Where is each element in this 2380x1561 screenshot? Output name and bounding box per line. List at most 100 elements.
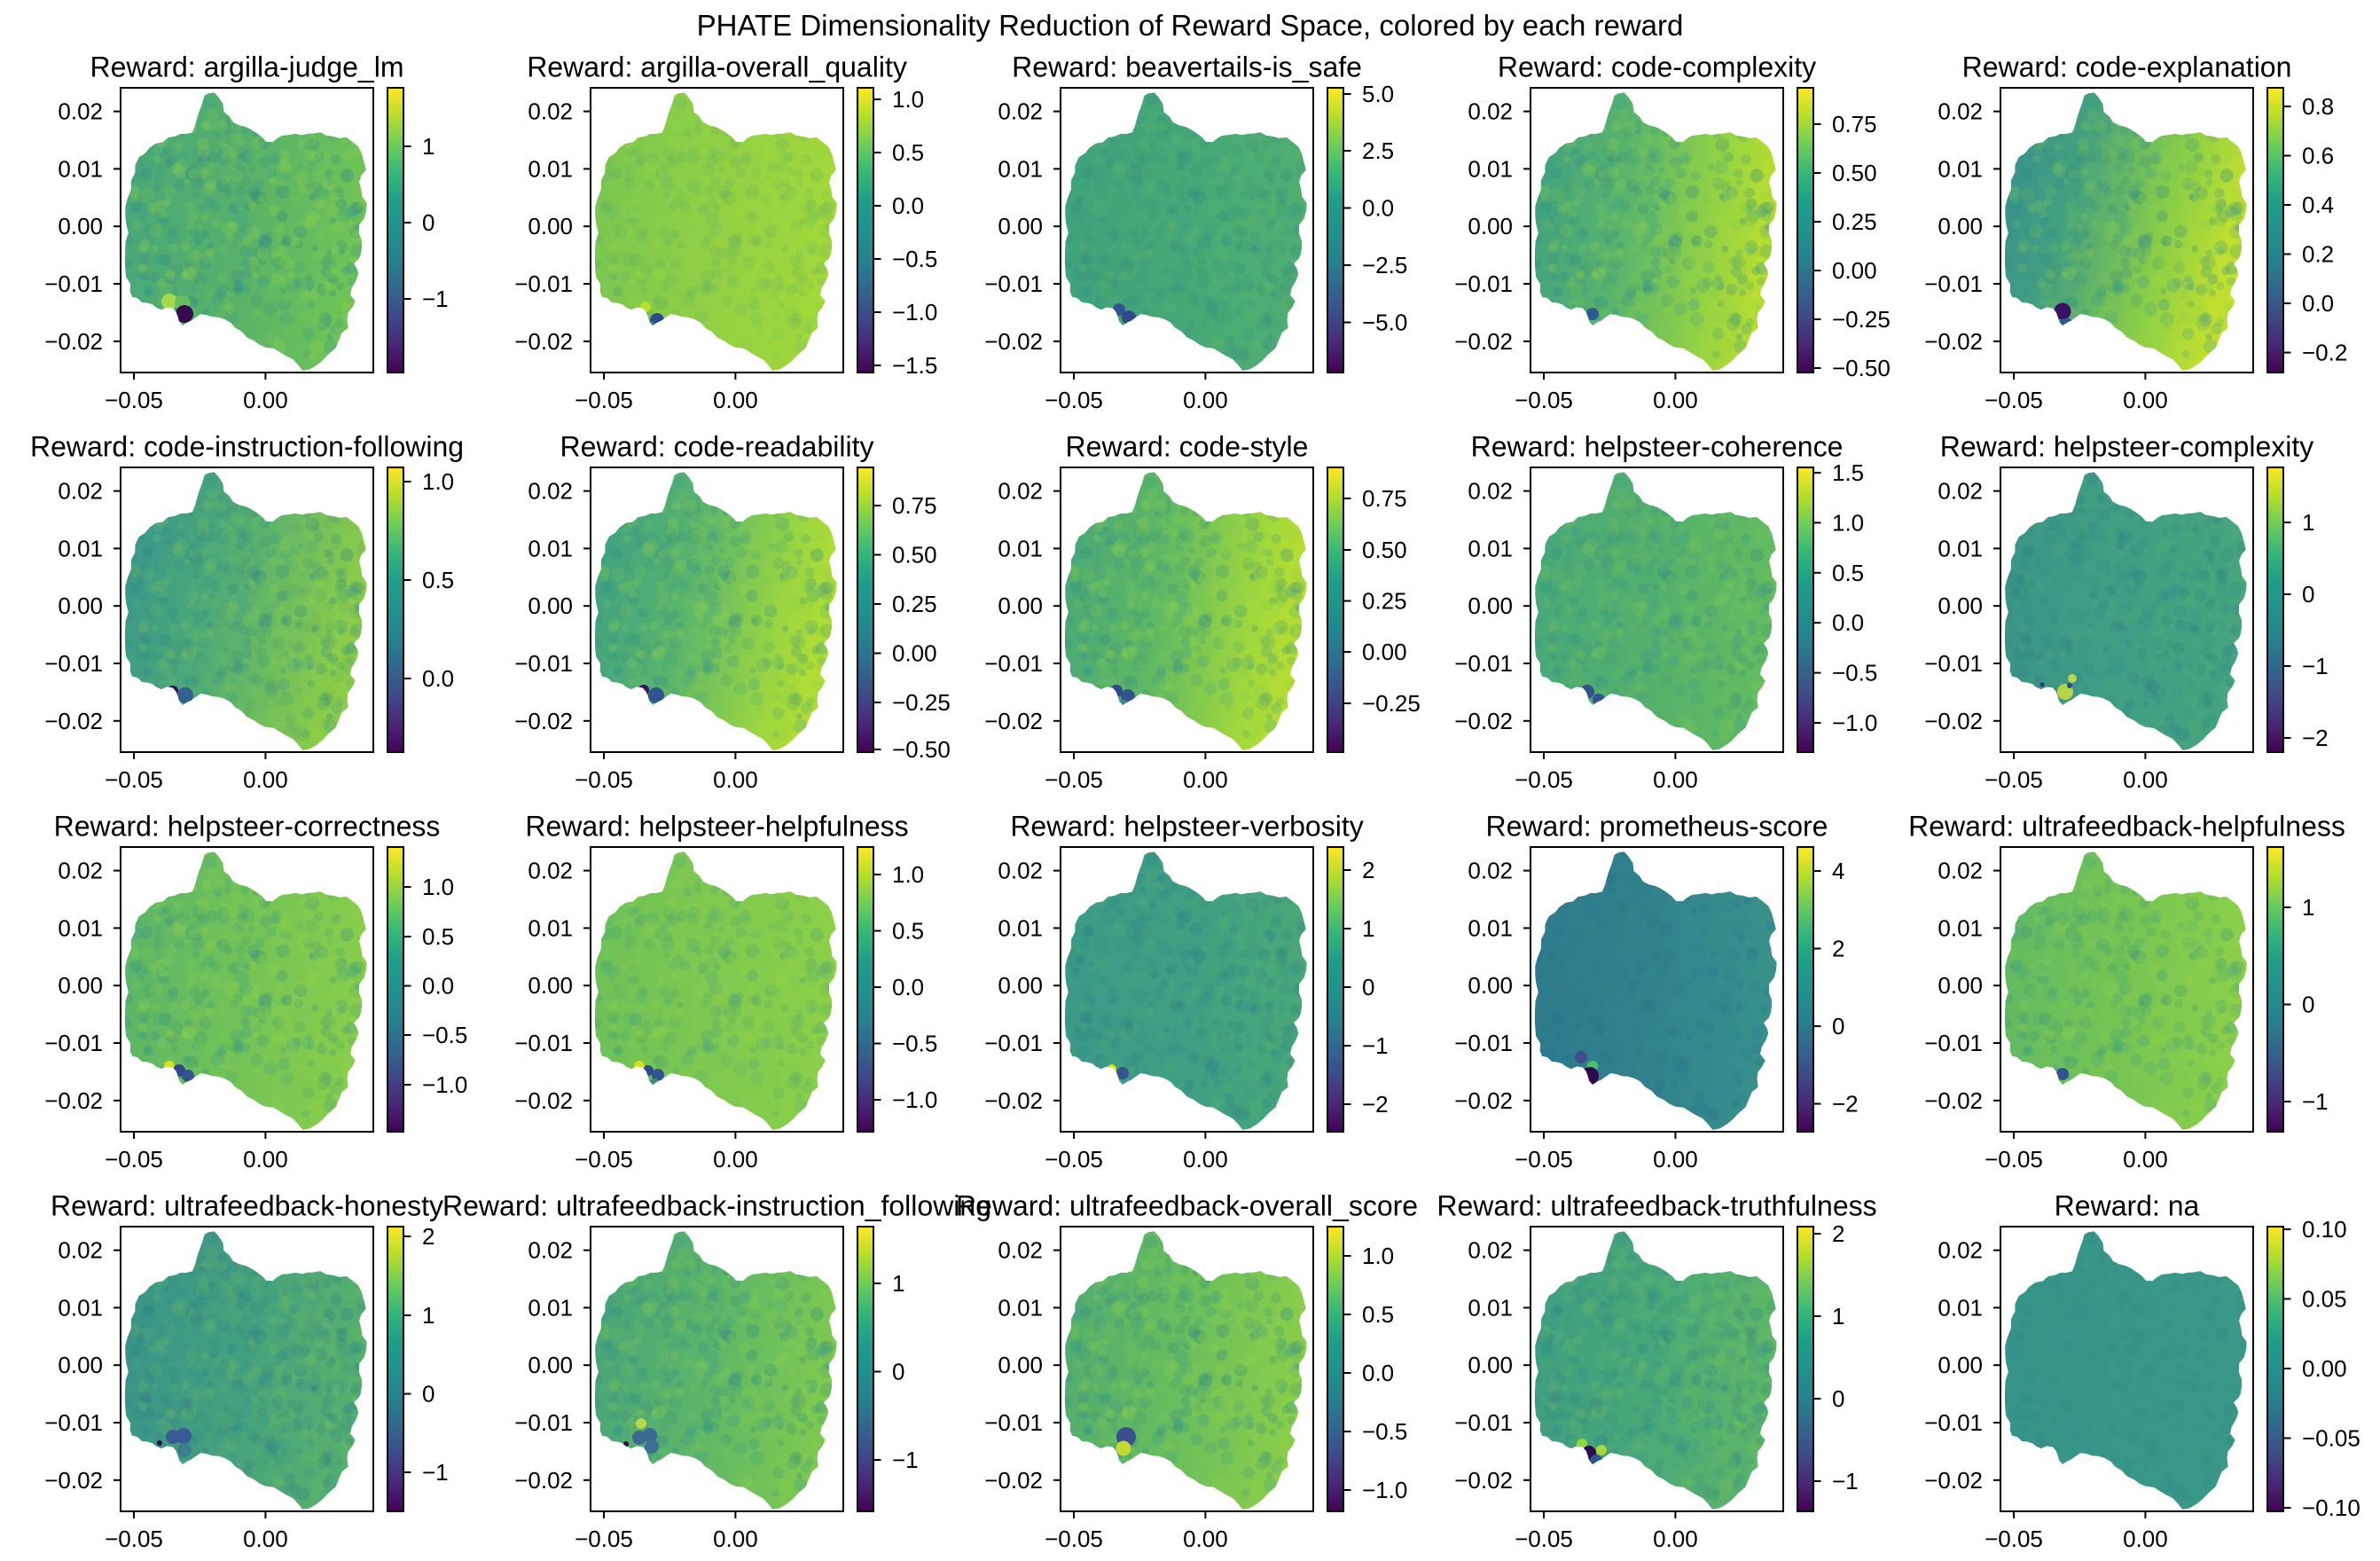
svg-text:0.02: 0.02 [58,98,103,125]
svg-text:0.00: 0.00 [243,387,288,413]
svg-text:0: 0 [892,1359,904,1385]
svg-text:0.00: 0.00 [998,1352,1043,1378]
svg-text:0: 0 [1362,974,1374,1000]
svg-text:−0.05: −0.05 [105,1526,163,1552]
svg-text:1: 1 [422,1302,435,1329]
svg-text:−0.05: −0.05 [1985,1146,2043,1173]
svg-text:0.75: 0.75 [892,492,937,519]
svg-text:−0.02: −0.02 [514,328,573,355]
svg-text:−0.02: −0.02 [1924,708,1983,734]
svg-text:−0.05: −0.05 [105,766,163,793]
svg-text:−0.01: −0.01 [984,1409,1043,1436]
svg-text:Reward: ultrafeedback-honesty: Reward: ultrafeedback-honesty [51,1190,443,1222]
svg-text:0.5: 0.5 [1362,1301,1394,1328]
svg-text:Reward: argilla-judge_lm: Reward: argilla-judge_lm [90,51,404,83]
svg-text:0.00: 0.00 [2123,387,2168,413]
svg-text:0.50: 0.50 [1362,537,1407,563]
svg-text:0.10: 0.10 [2302,1216,2347,1243]
svg-text:0.00: 0.00 [713,387,758,413]
svg-text:0.01: 0.01 [998,914,1043,941]
svg-text:Reward: prometheus-score: Reward: prometheus-score [1486,811,1828,843]
svg-text:Reward: ultrafeedback-helpfuln: Reward: ultrafeedback-helpfulness [1908,811,2345,843]
svg-text:Reward: beavertails-is_safe: Reward: beavertails-is_safe [1012,51,1362,83]
svg-text:0.6: 0.6 [2302,143,2334,169]
svg-text:0.75: 0.75 [1362,485,1407,512]
svg-text:−0.05: −0.05 [1515,1526,1573,1552]
svg-text:−0.01: −0.01 [1924,1409,1983,1436]
svg-text:0.00: 0.00 [58,972,103,999]
svg-text:0.00: 0.00 [1653,766,1698,793]
svg-text:0.00: 0.00 [713,1146,758,1173]
svg-text:−1.0: −1.0 [892,1086,937,1113]
svg-text:0.02: 0.02 [528,478,573,505]
svg-text:0.02: 0.02 [58,1237,103,1264]
svg-text:0: 0 [1832,1385,1844,1412]
svg-text:Reward: ultrafeedback-truthful: Reward: ultrafeedback-truthfulness [1437,1190,1876,1222]
svg-text:−0.01: −0.01 [1924,650,1983,677]
svg-text:−0.2: −0.2 [2302,340,2347,366]
svg-text:−0.01: −0.01 [1924,271,1983,297]
svg-text:0.02: 0.02 [998,478,1043,505]
svg-text:0.5: 0.5 [1832,560,1864,586]
svg-text:−0.01: −0.01 [514,271,573,297]
svg-text:−0.5: −0.5 [1832,660,1877,686]
svg-text:0.02: 0.02 [1468,478,1513,505]
svg-text:−0.02: −0.02 [1454,708,1513,734]
svg-text:0.02: 0.02 [998,858,1043,884]
svg-text:−0.02: −0.02 [44,328,103,355]
svg-text:−0.02: −0.02 [44,708,103,734]
svg-text:0.00: 0.00 [243,766,288,793]
svg-text:0.01: 0.01 [1468,1294,1513,1321]
svg-text:−0.01: −0.01 [1454,1030,1513,1056]
svg-text:0: 0 [2302,992,2314,1018]
svg-text:0.00: 0.00 [892,640,937,667]
svg-text:−0.05: −0.05 [1045,766,1103,793]
svg-text:−0.01: −0.01 [514,1030,573,1056]
svg-text:0.00: 0.00 [528,1352,573,1378]
svg-text:−0.05: −0.05 [1045,387,1103,413]
svg-text:0.2: 0.2 [2302,241,2334,268]
svg-text:0.01: 0.01 [528,914,573,941]
svg-text:−0.5: −0.5 [892,246,937,272]
svg-text:−0.5: −0.5 [892,1031,937,1057]
svg-text:−0.02: −0.02 [1454,1087,1513,1114]
svg-text:0.75: 0.75 [1832,111,1877,137]
svg-text:0.00: 0.00 [1938,213,1983,239]
svg-text:1: 1 [422,133,435,160]
svg-text:−2.5: −2.5 [1362,252,1407,278]
svg-text:0.0: 0.0 [892,192,924,219]
svg-text:−0.02: −0.02 [514,1087,573,1114]
svg-text:0.02: 0.02 [1468,98,1513,125]
svg-text:0.01: 0.01 [998,155,1043,182]
svg-text:0.02: 0.02 [1938,1237,1983,1264]
svg-text:0.0: 0.0 [1362,195,1394,222]
svg-text:0.25: 0.25 [892,591,937,617]
svg-text:0.00: 0.00 [998,213,1043,239]
svg-text:−0.05: −0.05 [575,766,633,793]
svg-text:Reward: code-explanation: Reward: code-explanation [1962,51,2292,83]
svg-text:−2: −2 [2302,725,2329,751]
svg-text:−0.05: −0.05 [2302,1425,2360,1452]
svg-text:0.01: 0.01 [528,1294,573,1321]
svg-text:−0.01: −0.01 [1924,1030,1983,1056]
svg-text:0.02: 0.02 [1468,1237,1513,1264]
svg-text:0.5: 0.5 [892,918,924,945]
svg-text:0.00: 0.00 [1468,592,1513,619]
svg-text:2: 2 [1832,1220,1844,1247]
svg-text:0.8: 0.8 [2302,93,2334,120]
svg-text:0.5: 0.5 [892,139,924,166]
svg-text:−1: −1 [1362,1032,1389,1059]
svg-text:Reward: na: Reward: na [2055,1190,2200,1222]
svg-text:−0.50: −0.50 [892,736,951,763]
svg-text:0.00: 0.00 [998,972,1043,999]
svg-text:0.25: 0.25 [1362,588,1407,615]
svg-text:0.01: 0.01 [58,914,103,941]
svg-text:1.0: 1.0 [892,86,924,113]
svg-text:−0.01: −0.01 [514,650,573,677]
svg-text:0.02: 0.02 [58,478,103,505]
svg-text:0.01: 0.01 [1468,155,1513,182]
svg-text:0.00: 0.00 [2302,1355,2347,1382]
svg-text:−0.50: −0.50 [1832,355,1891,381]
svg-text:0.01: 0.01 [1938,155,1983,182]
svg-text:−0.02: −0.02 [514,708,573,734]
